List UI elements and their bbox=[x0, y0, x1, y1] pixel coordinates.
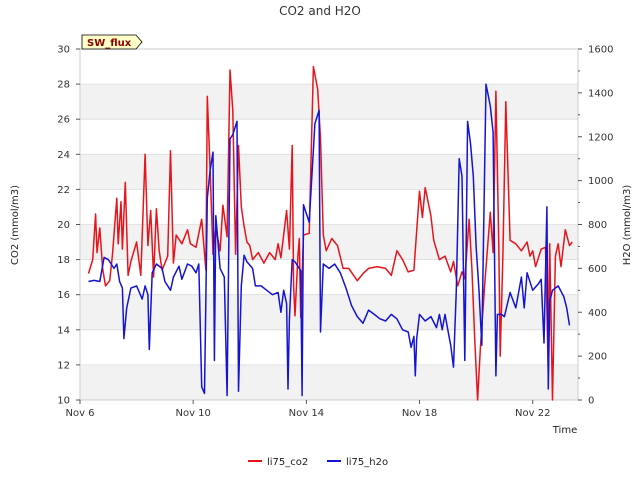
y-left-tick-label: 20 bbox=[57, 220, 70, 231]
y-left-axis-ticks: 10 12 14 16 18 20 22 24 26 28 30 bbox=[57, 45, 80, 407]
legend-label-co2: li75_co2 bbox=[267, 457, 308, 468]
x-axis-ticks: Nov 6 Nov 10 Nov 14 Nov 18 Nov 22 bbox=[65, 400, 550, 419]
background-band bbox=[80, 364, 578, 400]
y-right-tick-label: 1000 bbox=[588, 176, 613, 187]
background-band bbox=[80, 154, 578, 190]
series-line-li75_h2o bbox=[88, 83, 571, 397]
x-tick-label: Nov 10 bbox=[175, 408, 210, 419]
site-badge: SW_flux bbox=[81, 34, 143, 50]
site-badge-label: SW_flux bbox=[87, 38, 132, 49]
y-left-tick-label: 12 bbox=[57, 360, 70, 371]
x-tick-label: Nov 14 bbox=[289, 408, 324, 419]
y-left-tick-label: 26 bbox=[57, 115, 70, 126]
background-band bbox=[80, 84, 578, 120]
y-right-tick-label: 1400 bbox=[588, 88, 613, 99]
y-left-tick-label: 18 bbox=[57, 255, 70, 266]
y-left-axis-label: CO2 (mmol/m3) bbox=[10, 185, 21, 265]
y-left-tick-label: 10 bbox=[57, 396, 70, 407]
legend: li75_co2 li75_h2o bbox=[248, 457, 388, 468]
x-tick-label: Nov 22 bbox=[515, 408, 550, 419]
chart-title: CO2 and H2O bbox=[279, 4, 361, 18]
y-right-axis-ticks: 0 200 400 600 800 1000 1200 1400 1600 bbox=[578, 45, 613, 407]
y-left-tick-label: 24 bbox=[57, 150, 70, 161]
legend-item-co2[interactable]: li75_co2 bbox=[248, 457, 308, 468]
x-tick-label: Nov 18 bbox=[402, 408, 437, 419]
y-left-tick-label: 30 bbox=[57, 45, 70, 56]
y-right-axis-label: H2O (mmol/m3) bbox=[622, 185, 633, 266]
y-right-tick-label: 1600 bbox=[588, 45, 613, 56]
series-layer bbox=[87, 65, 573, 401]
x-axis-label: Time bbox=[552, 425, 577, 436]
y-right-tick-label: 600 bbox=[588, 264, 607, 275]
legend-item-h2o[interactable]: li75_h2o bbox=[327, 457, 388, 468]
y-right-tick-label: 400 bbox=[588, 308, 607, 319]
y-right-tick-label: 800 bbox=[588, 220, 607, 231]
background-band bbox=[80, 294, 578, 330]
y-right-tick-label: 200 bbox=[588, 352, 607, 363]
y-left-tick-label: 14 bbox=[57, 325, 70, 336]
y-left-tick-label: 22 bbox=[57, 185, 70, 196]
x-tick-label: Nov 6 bbox=[65, 408, 94, 419]
site-badge-shape bbox=[81, 34, 143, 50]
y-right-tick-label: 0 bbox=[588, 396, 594, 407]
y-right-tick-label: 1200 bbox=[588, 132, 613, 143]
legend-label-h2o: li75_h2o bbox=[346, 457, 388, 468]
y-left-tick-label: 28 bbox=[57, 80, 70, 91]
y-left-tick-label: 16 bbox=[57, 290, 70, 301]
